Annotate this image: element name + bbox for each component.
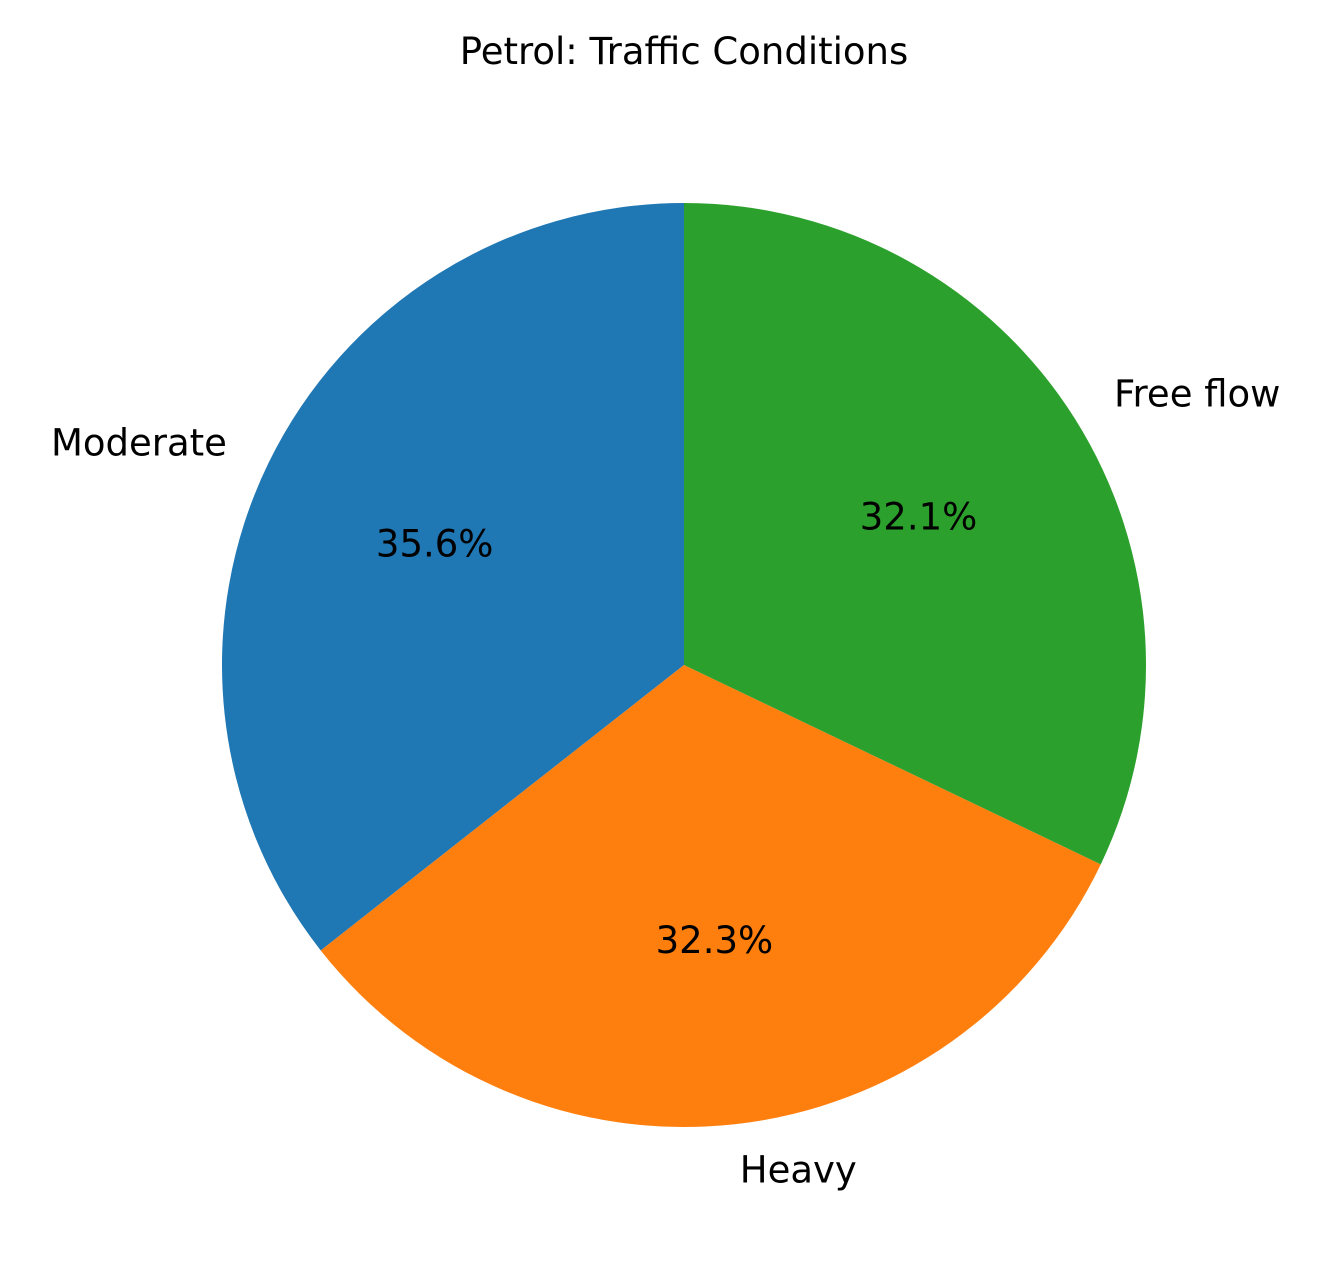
pct-label-free-flow: 32.1% [860,496,978,539]
pie-slice-heavy [320,665,1101,1127]
pie-slices [222,203,1146,1127]
pct-label-heavy: 32.3% [656,919,774,962]
slice-label-moderate: Moderate [51,421,227,464]
pie-labels: Moderate 35.6% Heavy 32.3% Free flow 32.1% [51,373,1280,1192]
slice-label-free-flow: Free flow [1114,373,1280,416]
pct-label-moderate: 35.6% [376,522,494,565]
slice-label-heavy: Heavy [740,1149,857,1192]
pie-slice-free-flow [684,203,1146,865]
pie-slice-moderate [222,203,685,951]
chart-title: Petrol: Traffic Conditions [460,30,909,73]
